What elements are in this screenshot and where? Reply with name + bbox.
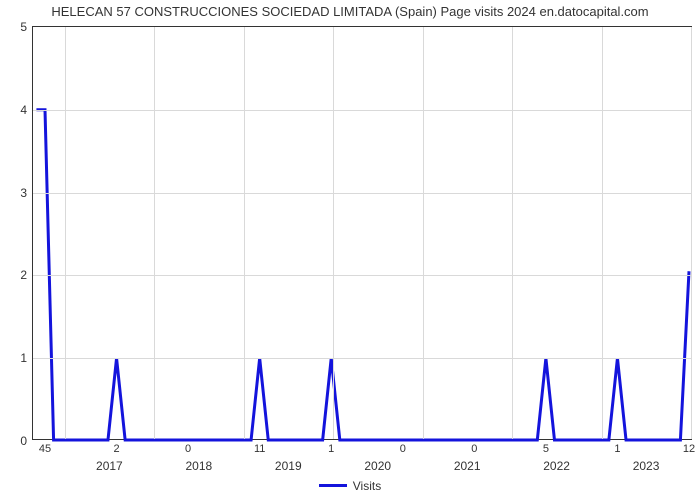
gridline-v [333, 27, 334, 439]
x-tick-label: 2021 [454, 459, 481, 473]
gridline-v [244, 27, 245, 439]
point-value-label: 2 [113, 443, 119, 455]
gridline-v [512, 27, 513, 439]
gridline-h [33, 358, 691, 359]
gridline-v [602, 27, 603, 439]
legend: Visits [0, 478, 700, 493]
y-tick-label: 3 [20, 186, 27, 200]
plot-area: 0123452017201820192020202120222023452011… [32, 26, 692, 440]
gridline-v [423, 27, 424, 439]
x-tick-label: 2018 [185, 459, 212, 473]
y-tick-label: 2 [20, 268, 27, 282]
gridline-v [691, 27, 692, 439]
gridline-v [154, 27, 155, 439]
y-tick-label: 1 [20, 351, 27, 365]
chart-title: HELECAN 57 CONSTRUCCIONES SOCIEDAD LIMIT… [0, 4, 700, 19]
point-value-label: 0 [185, 443, 191, 455]
point-value-label: 45 [39, 443, 51, 455]
point-value-label: 1 [614, 443, 620, 455]
point-value-label: 0 [400, 443, 406, 455]
gridline-h [33, 275, 691, 276]
point-value-label: 11 [254, 443, 265, 455]
point-value-label: 12 [683, 443, 695, 455]
y-tick-label: 4 [20, 103, 27, 117]
gridline-h [33, 193, 691, 194]
y-tick-label: 5 [20, 20, 27, 34]
x-tick-label: 2019 [275, 459, 302, 473]
x-tick-label: 2020 [364, 459, 391, 473]
visits-line [33, 27, 693, 441]
gridline-v [65, 27, 66, 439]
legend-swatch [319, 484, 347, 487]
y-tick-label: 0 [20, 434, 27, 448]
point-value-label: 1 [328, 443, 334, 455]
point-value-label: 5 [543, 443, 549, 455]
x-tick-label: 2017 [96, 459, 123, 473]
x-tick-label: 2023 [633, 459, 660, 473]
gridline-h [33, 110, 691, 111]
legend-label: Visits [353, 479, 381, 493]
point-value-label: 0 [471, 443, 477, 455]
x-tick-label: 2022 [543, 459, 570, 473]
chart-container: { "chart": { "type": "line", "title": "H… [0, 0, 700, 500]
